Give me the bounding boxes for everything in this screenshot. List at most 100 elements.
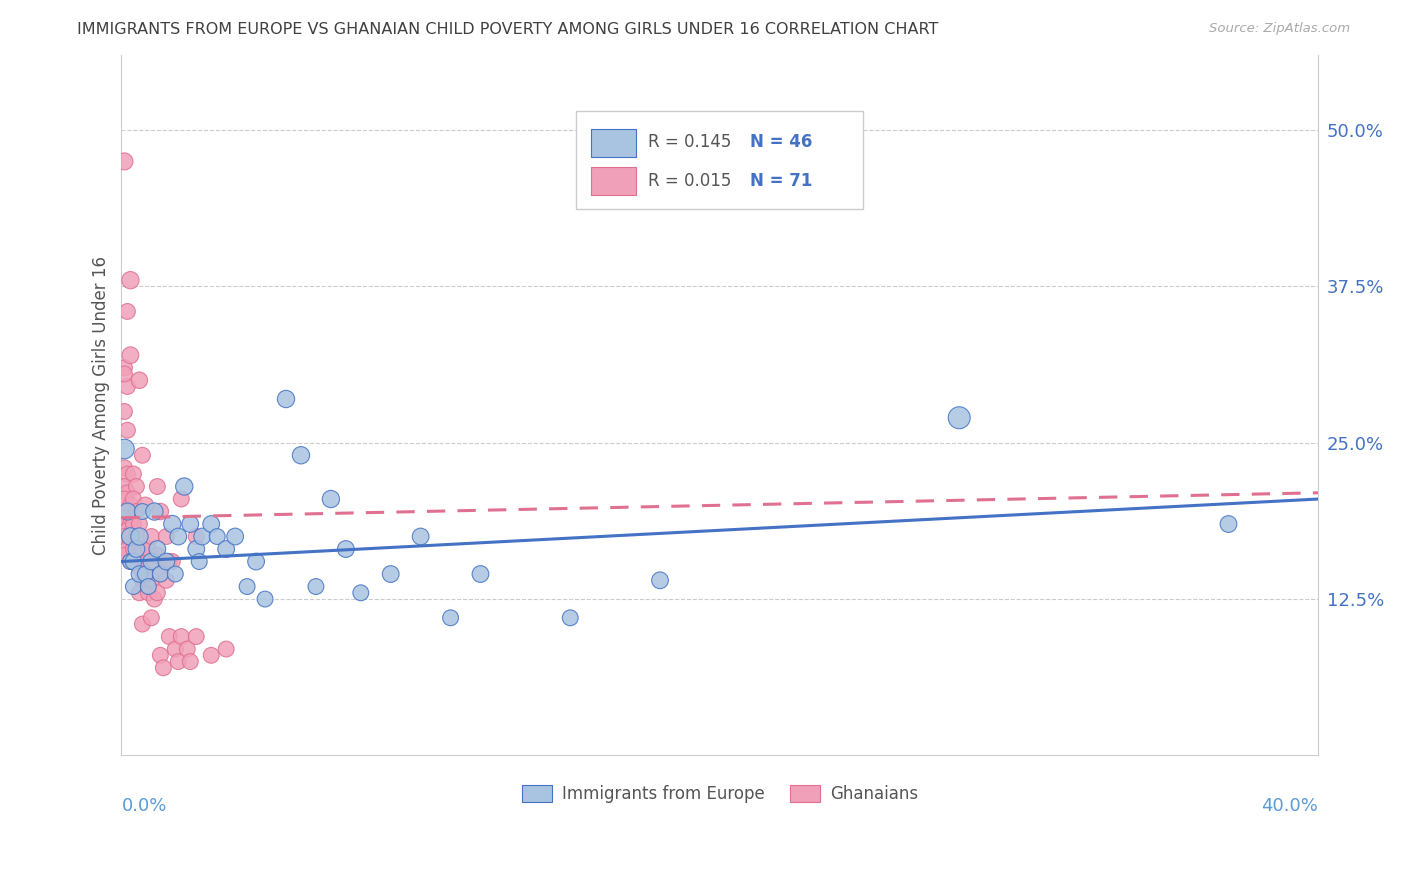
Point <box>146 586 169 600</box>
Point <box>114 491 136 506</box>
Point <box>173 479 195 493</box>
Text: N = 46: N = 46 <box>749 133 813 151</box>
Point <box>380 567 402 582</box>
Point <box>125 504 148 518</box>
Point <box>143 504 166 518</box>
Text: R = 0.015: R = 0.015 <box>648 172 731 190</box>
Point <box>114 154 136 169</box>
Point <box>186 529 208 543</box>
Point <box>128 586 150 600</box>
Point <box>117 504 139 518</box>
Point <box>134 567 156 582</box>
Point <box>167 655 190 669</box>
Point <box>648 574 671 588</box>
Point <box>128 516 150 531</box>
Point <box>131 574 153 588</box>
Point <box>138 542 160 557</box>
Point <box>125 555 148 569</box>
Point <box>560 611 582 625</box>
Point <box>165 642 187 657</box>
Point <box>122 542 145 557</box>
Point <box>191 529 214 543</box>
Point <box>114 404 136 418</box>
Point <box>200 516 222 531</box>
Point <box>245 555 267 569</box>
Point <box>152 661 174 675</box>
Point <box>120 498 142 512</box>
Point <box>162 555 184 569</box>
Point <box>215 542 238 557</box>
Point <box>114 360 136 375</box>
Point <box>409 529 432 543</box>
Point <box>131 542 153 557</box>
Point <box>224 529 246 543</box>
Point <box>117 523 139 537</box>
Point <box>128 529 150 543</box>
Point <box>146 479 169 493</box>
FancyBboxPatch shape <box>591 128 636 157</box>
Point <box>290 448 312 462</box>
Point <box>319 491 342 506</box>
Point <box>274 392 297 406</box>
Point <box>157 555 180 569</box>
Point <box>120 516 142 531</box>
Point <box>141 611 163 625</box>
Point <box>179 516 201 531</box>
Point <box>146 542 169 557</box>
Point <box>200 648 222 663</box>
Point <box>236 580 259 594</box>
Point <box>122 491 145 506</box>
Point <box>117 542 139 557</box>
Text: Source: ZipAtlas.com: Source: ZipAtlas.com <box>1209 22 1350 36</box>
Point <box>167 529 190 543</box>
Point <box>162 516 184 531</box>
Point <box>114 549 136 563</box>
Point <box>157 630 180 644</box>
Point <box>1218 516 1240 531</box>
Point <box>117 485 139 500</box>
Point <box>254 592 277 607</box>
Point <box>122 516 145 531</box>
Point <box>155 529 177 543</box>
Point <box>134 498 156 512</box>
Point <box>134 567 156 582</box>
Point <box>131 617 153 632</box>
Point <box>439 611 461 625</box>
Point <box>114 529 136 543</box>
Point <box>141 574 163 588</box>
Point <box>143 592 166 607</box>
Point <box>114 510 136 524</box>
Point <box>149 567 172 582</box>
Point <box>117 379 139 393</box>
Point <box>215 642 238 657</box>
Point <box>125 479 148 493</box>
Point <box>470 567 492 582</box>
Text: N = 71: N = 71 <box>749 172 813 190</box>
Point <box>170 491 193 506</box>
Point <box>155 555 177 569</box>
Point <box>120 536 142 550</box>
Point <box>114 460 136 475</box>
Point <box>120 555 142 569</box>
Legend: Immigrants from Europe, Ghanaians: Immigrants from Europe, Ghanaians <box>515 779 925 810</box>
Point <box>146 549 169 563</box>
Point <box>128 567 150 582</box>
Point <box>170 630 193 644</box>
Point <box>122 580 145 594</box>
Point <box>149 504 172 518</box>
Point <box>125 529 148 543</box>
Point <box>335 542 357 557</box>
Point <box>125 542 148 557</box>
Point <box>188 555 211 569</box>
Point <box>138 586 160 600</box>
Point <box>305 580 328 594</box>
Point <box>186 542 208 557</box>
Point <box>120 348 142 362</box>
Point <box>117 504 139 518</box>
Point <box>122 555 145 569</box>
Point <box>143 555 166 569</box>
Point <box>948 410 970 425</box>
FancyBboxPatch shape <box>591 167 636 195</box>
Y-axis label: Child Poverty Among Girls Under 16: Child Poverty Among Girls Under 16 <box>93 256 110 555</box>
Point <box>120 555 142 569</box>
